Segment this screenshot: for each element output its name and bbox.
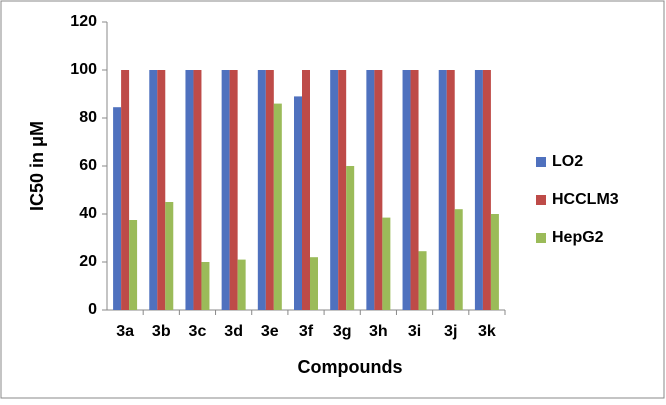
bar bbox=[113, 107, 122, 310]
bar bbox=[121, 70, 130, 310]
y-tick-label: 60 bbox=[79, 157, 97, 174]
bar bbox=[446, 70, 455, 310]
bar bbox=[402, 70, 411, 310]
bar bbox=[410, 70, 419, 310]
bar bbox=[237, 259, 246, 310]
legend-label: HepG2 bbox=[552, 229, 604, 246]
bar bbox=[185, 70, 194, 310]
x-tick-label: 3d bbox=[224, 323, 243, 340]
bar bbox=[366, 70, 375, 310]
y-tick-label: 0 bbox=[88, 301, 97, 318]
bar bbox=[454, 209, 463, 310]
bar bbox=[149, 70, 158, 310]
y-tick-label: 20 bbox=[79, 253, 97, 270]
bar bbox=[338, 70, 347, 310]
x-tick-label: 3f bbox=[299, 323, 314, 340]
x-tick-label: 3a bbox=[116, 323, 134, 340]
bar bbox=[129, 220, 138, 310]
x-tick-label: 3c bbox=[189, 323, 207, 340]
y-axis-title: IC50 in μM bbox=[27, 121, 47, 211]
bar bbox=[490, 214, 499, 310]
bar bbox=[193, 70, 202, 310]
bar bbox=[374, 70, 383, 310]
bar bbox=[229, 70, 238, 310]
x-tick-label: 3e bbox=[261, 323, 279, 340]
x-tick-label: 3b bbox=[152, 323, 171, 340]
bar bbox=[330, 70, 339, 310]
bar bbox=[302, 70, 310, 310]
bar bbox=[482, 70, 491, 310]
x-tick-label: 3h bbox=[369, 323, 388, 340]
bar bbox=[157, 70, 166, 310]
x-tick-label: 3i bbox=[408, 323, 421, 340]
x-tick-label: 3j bbox=[444, 323, 457, 340]
y-tick-label: 40 bbox=[79, 205, 97, 222]
bar bbox=[418, 251, 427, 310]
x-axis-title: Compounds bbox=[298, 357, 403, 377]
bar bbox=[310, 257, 318, 310]
bar bbox=[221, 70, 230, 310]
legend-swatch bbox=[536, 233, 546, 243]
bar bbox=[438, 70, 447, 310]
legend-swatch bbox=[536, 157, 546, 167]
legend-label: LO2 bbox=[552, 153, 583, 170]
x-tick-label: 3k bbox=[478, 323, 496, 340]
y-tick-label: 100 bbox=[70, 61, 97, 78]
legend-swatch bbox=[536, 195, 546, 205]
bar bbox=[474, 70, 483, 310]
y-tick-label: 120 bbox=[70, 13, 97, 30]
bar bbox=[273, 103, 282, 310]
bar bbox=[257, 70, 266, 310]
bar bbox=[382, 217, 391, 310]
bar bbox=[265, 70, 274, 310]
x-tick-label: 3g bbox=[333, 323, 352, 340]
legend-label: HCCLM3 bbox=[552, 191, 619, 208]
bar bbox=[201, 262, 210, 310]
y-tick-label: 80 bbox=[79, 109, 97, 126]
bar bbox=[294, 96, 302, 311]
bar bbox=[346, 166, 355, 310]
bar bbox=[165, 202, 174, 310]
